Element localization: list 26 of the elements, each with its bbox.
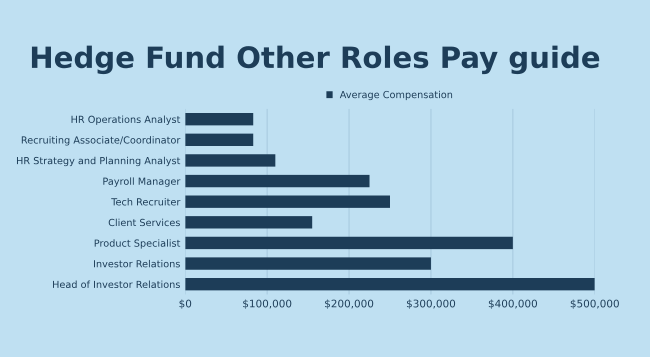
- y-tick-label: Payroll Manager: [103, 177, 180, 187]
- y-tick-label: Product Specialist: [94, 239, 180, 249]
- bar: [185, 134, 254, 146]
- x-tick-label: $500,000: [570, 299, 619, 309]
- y-tick-label: HR Strategy and Planning Analyst: [16, 156, 180, 166]
- y-tick-label: Client Services: [108, 218, 180, 226]
- legend-label: Average Compensation: [340, 90, 452, 100]
- bar: [185, 196, 390, 208]
- bar: [185, 174, 370, 188]
- x-tick-label: $200,000: [325, 299, 374, 309]
- y-tick-label: Head of Investor Relations: [53, 280, 180, 288]
- bar: [185, 154, 276, 167]
- bar: [185, 113, 254, 126]
- y-tick-label: Investor Relations: [94, 260, 180, 268]
- bar: [185, 278, 595, 290]
- bar: [185, 257, 431, 270]
- x-tick-label: $300,000: [406, 299, 456, 309]
- x-tick-label: $100,000: [243, 299, 292, 309]
- y-tick-label: Recruiting Associate/Coordinator: [22, 136, 180, 146]
- x-tick-label: $0: [179, 299, 192, 309]
- bar: [185, 236, 513, 250]
- bar: [185, 216, 312, 229]
- chart-title: Hedge Fund Other Roles Pay guide: [32, 46, 600, 74]
- x-tick-label: $400,000: [488, 299, 538, 309]
- y-tick-label: HR Operations Analyst: [72, 116, 180, 125]
- y-tick-label: Tech Recruiter: [111, 198, 180, 206]
